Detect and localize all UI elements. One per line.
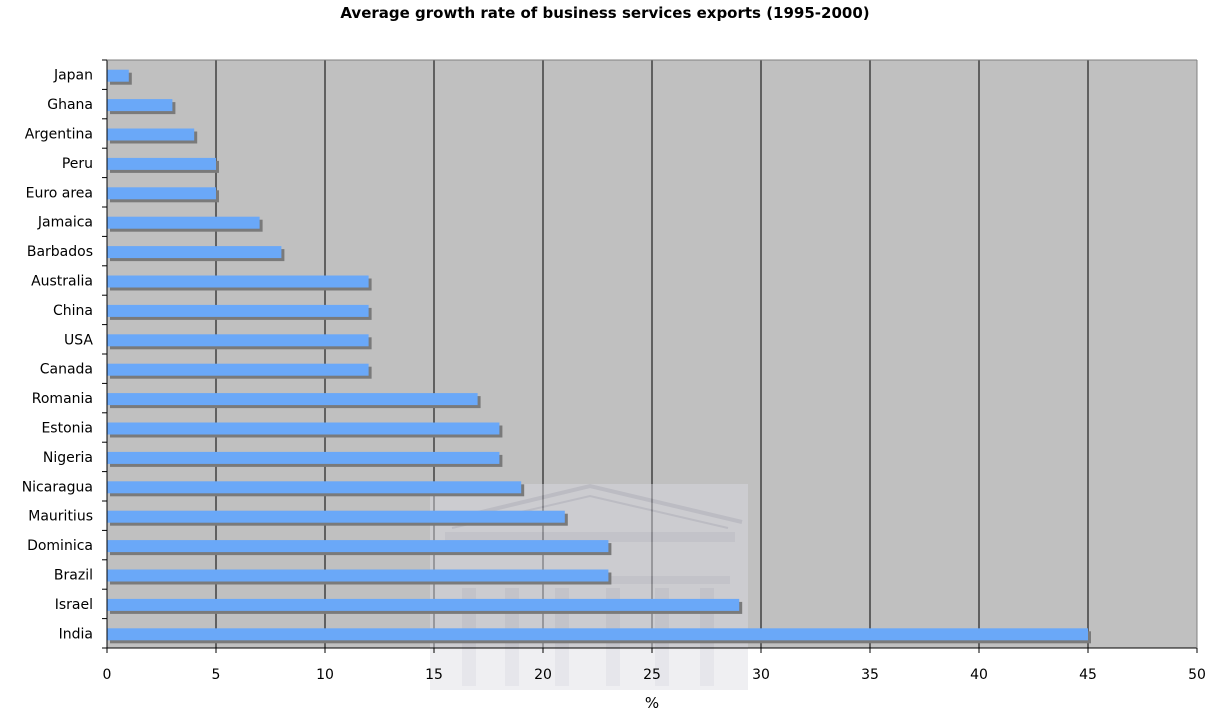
x-tick-label: 50 [1188, 667, 1206, 683]
x-tick-label: 20 [534, 667, 552, 683]
bars [107, 69, 1091, 644]
category-label: Estonia [41, 421, 93, 437]
x-tick-label: 45 [1079, 667, 1097, 683]
category-label: Mauritius [28, 509, 93, 525]
category-label: Jamaica [37, 215, 93, 231]
bar-romania [107, 393, 478, 406]
x-tick-label: 15 [425, 667, 443, 683]
tick-labels: 0 5 10 15 20 25 30 35 40 45 50 [103, 667, 1206, 683]
category-label: India [59, 626, 93, 642]
category-label: Dominica [27, 538, 93, 554]
category-label: Romania [32, 391, 93, 407]
category-label: Argentina [25, 127, 93, 143]
category-label: Japan [53, 68, 93, 84]
bar-nigeria [107, 451, 500, 464]
bar-india [107, 628, 1088, 641]
x-tick-label: 10 [316, 667, 334, 683]
bar-estonia [107, 422, 500, 435]
category-label: Canada [40, 362, 93, 378]
x-tick-label: 40 [970, 667, 988, 683]
category-label: USA [64, 332, 93, 348]
bar-peru [107, 157, 216, 170]
category-label: Barbados [27, 244, 93, 260]
category-label: Peru [62, 156, 93, 172]
category-label: Ghana [47, 97, 93, 113]
bar-dominica [107, 540, 609, 553]
x-tick-label: 35 [861, 667, 879, 683]
bar-barbados [107, 246, 282, 259]
bar-japan [107, 69, 129, 82]
category-label: Nigeria [43, 450, 93, 466]
category-label: Israel [55, 597, 93, 613]
x-tick-label: 30 [752, 667, 770, 683]
bar-usa [107, 334, 369, 347]
category-labels: Japan Ghana Argentina Peru Euro area Jamaica B… [22, 68, 94, 643]
x-axis-label: % [645, 694, 659, 712]
bar-brazil [107, 569, 609, 582]
category-label: Nicaragua [22, 479, 93, 495]
bar-nicaragua [107, 481, 522, 494]
axes [102, 59, 1198, 653]
x-tick-label: 0 [103, 667, 112, 683]
category-label: Euro area [26, 185, 93, 201]
bar-jamaica [107, 216, 260, 229]
bar-mauritius [107, 510, 565, 523]
category-label: Brazil [54, 568, 93, 584]
bar-euro-area [107, 187, 216, 200]
category-label: China [53, 303, 93, 319]
bar-canada [107, 363, 369, 376]
bar-australia [107, 275, 369, 288]
x-tick-label: 5 [212, 667, 221, 683]
bar-israel [107, 598, 740, 611]
bar-ghana [107, 99, 173, 112]
category-label: Australia [31, 274, 93, 290]
chart-title: Average growth rate of business services… [340, 4, 869, 22]
bar-argentina [107, 128, 195, 141]
x-tick-label: 25 [643, 667, 661, 683]
bar-china [107, 304, 369, 317]
